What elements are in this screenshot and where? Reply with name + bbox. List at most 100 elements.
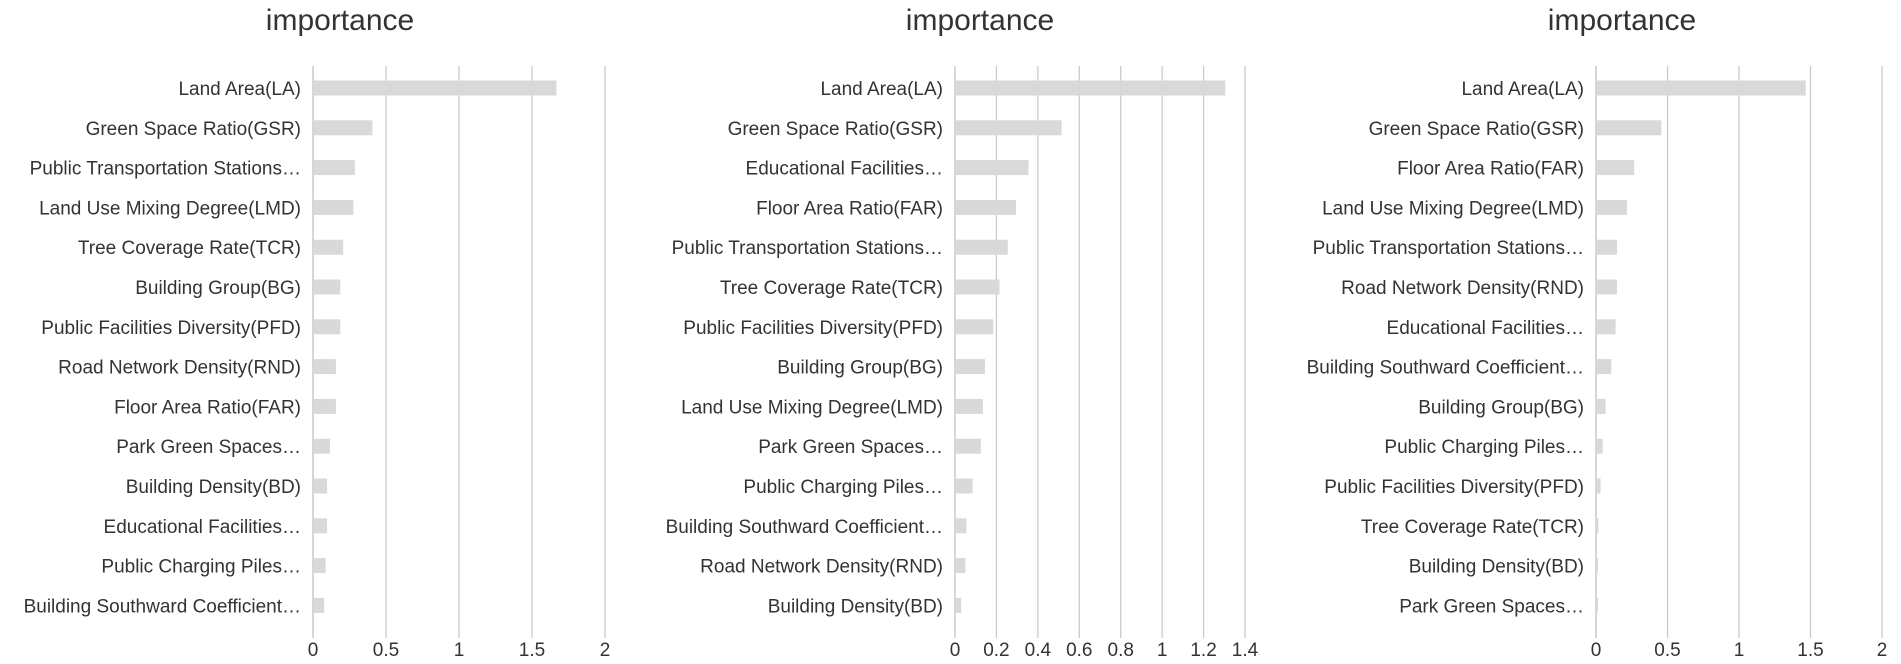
category-label: Building Southward Coefficient… [1307,358,1584,379]
bar [1597,438,1603,454]
bar [314,359,336,375]
category-label: Public Facilities Diversity(PFD) [683,318,943,339]
category-label: Park Green Spaces… [1399,596,1584,617]
x-tick-label: 1.4 [1232,640,1259,661]
category-label: Floor Area Ratio(FAR) [756,198,943,219]
x-tick-label: 2 [600,640,611,661]
bar [956,359,985,375]
bar [314,558,326,574]
category-label: Building Group(BG) [135,278,301,299]
category-label: Green Space Ratio(GSR) [728,119,943,140]
category-label: Building Southward Coefficient… [666,517,943,538]
chart-title: importance [1548,4,1696,37]
bar [314,279,341,295]
x-tick-label: 1.5 [1797,640,1823,661]
category-label: Land Use Mixing Degree(LMD) [39,198,301,219]
x-tick-label: 0.6 [1066,640,1092,661]
x-tick-label: 0.5 [1654,640,1680,661]
x-tick-label: 0.8 [1108,640,1134,661]
bar [956,597,962,613]
bar [1597,398,1606,414]
category-label: Public Transportation Stations… [672,238,943,259]
category-label: Building Group(BG) [1418,397,1584,418]
bar [314,398,336,414]
bar [314,160,355,176]
category-label: Public Charging Piles… [743,477,943,498]
category-label: Tree Coverage Rate(TCR) [78,238,301,259]
category-label: Educational Facilities… [746,159,943,180]
bar [314,80,557,96]
bar [956,319,994,335]
x-tick-label: 0.5 [373,640,399,661]
bar [314,597,325,613]
x-tick-label: 0.4 [1025,640,1052,661]
category-label: Land Area(LA) [178,79,301,100]
bar [1597,518,1599,534]
bar [314,518,328,534]
category-label: Land Area(LA) [820,79,943,100]
category-label: Public Charging Piles… [101,557,301,578]
bar [1597,239,1618,255]
bar [956,518,967,534]
bar [1597,597,1598,613]
x-tick-label: 1.5 [519,640,545,661]
bar [956,80,1226,96]
bar [1597,558,1598,574]
bar [1597,478,1601,494]
category-label: Public Charging Piles… [1384,437,1584,458]
category-label: Educational Facilities… [1387,318,1584,339]
category-label: Tree Coverage Rate(TCR) [1361,517,1584,538]
bar [1597,80,1806,96]
chart-panel-3: importance 0 0.5 1 1.5 2 Land Area(LA) Green Sp… [1307,4,1888,661]
bar [314,438,331,454]
bar [956,558,966,574]
bar [956,160,1029,176]
bar [956,438,981,454]
x-tick-label: 0 [308,640,319,661]
chart-panel-2: importance 0 0.2 0.4 0.6 0.8 1 1.2 1.4 Land Area(… [666,4,1259,661]
x-tick-label: 0.2 [983,640,1009,661]
chart-panel-1: importance 0 0.5 1 1.5 2 Land Area(LA) Green Sp… [24,4,611,661]
category-label: Floor Area Ratio(FAR) [1397,159,1584,180]
x-tick-label: 1 [454,640,465,661]
bar [1597,120,1662,136]
category-label: Road Network Density(RND) [1341,278,1584,299]
x-tick-label: 1 [1734,640,1745,661]
category-label: Tree Coverage Rate(TCR) [720,278,943,299]
category-label: Green Space Ratio(GSR) [1369,119,1584,140]
category-label: Public Facilities Diversity(PFD) [41,318,301,339]
bar [956,279,1000,295]
chart-title: importance [906,4,1054,37]
bar [1597,279,1618,295]
category-label: Educational Facilities… [104,517,301,538]
category-label: Building Density(BD) [768,596,943,617]
bar [1597,319,1616,335]
category-label: Land Use Mixing Degree(LMD) [681,397,943,418]
category-label: Road Network Density(RND) [700,557,943,578]
category-label: Park Green Spaces… [758,437,943,458]
chart-title: importance [266,4,414,37]
bar [956,239,1008,255]
category-label: Public Transportation Stations… [1313,238,1584,259]
category-label: Floor Area Ratio(FAR) [114,397,301,418]
category-label: Building Density(BD) [126,477,301,498]
category-label: Building Group(BG) [777,358,943,379]
x-tick-label: 1 [1157,640,1168,661]
category-label: Public Transportation Stations… [30,159,301,180]
bar [314,199,354,215]
x-tick-label: 0 [950,640,961,661]
category-label: Road Network Density(RND) [58,358,301,379]
bar [314,120,373,136]
bar [1597,359,1612,375]
bar [1597,199,1628,215]
bar [956,478,973,494]
category-label: Building Density(BD) [1409,557,1584,578]
category-label: Land Area(LA) [1461,79,1584,100]
category-label: Public Facilities Diversity(PFD) [1324,477,1584,498]
category-label: Land Use Mixing Degree(LMD) [1322,198,1584,219]
category-label: Park Green Spaces… [116,437,301,458]
x-tick-label: 1.2 [1190,640,1216,661]
bar [314,478,328,494]
category-label: Building Southward Coefficient… [24,596,301,617]
bar [1597,160,1635,176]
